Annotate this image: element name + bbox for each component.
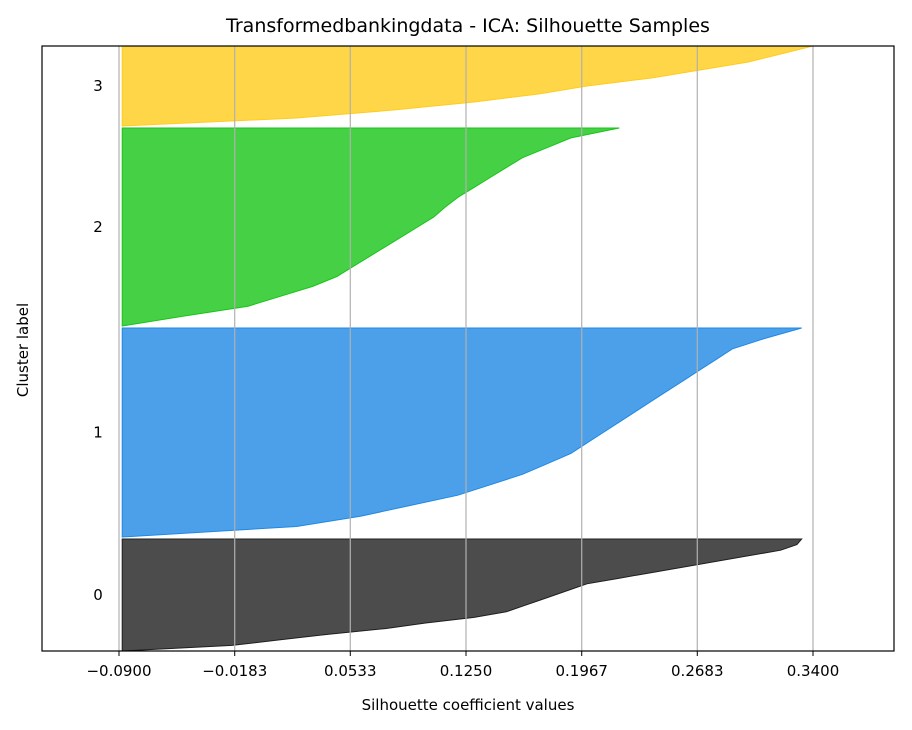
x-tick-label: −0.0183 [202, 662, 267, 680]
cluster-label-2: 2 [93, 218, 103, 236]
x-tick-label: 0.0533 [324, 662, 377, 680]
x-tick-label: 0.2683 [671, 662, 724, 680]
chart-title: Transformedbankingdata - ICA: Silhouette… [225, 15, 710, 37]
axes-frame [41, 45, 895, 652]
y-axis-label: Cluster label [14, 303, 32, 397]
x-ticks: −0.0900 −0.0183 0.0533 0.1250 0.1967 0.2683 0.… [86, 651, 839, 680]
x-tick-label: 0.3400 [787, 662, 840, 680]
gridlines [118, 46, 814, 651]
cluster-labels: 0 1 2 3 [93, 77, 103, 604]
x-tick-label: 0.1250 [440, 662, 493, 680]
cluster-label-0: 0 [93, 586, 103, 604]
plot-area [121, 45, 814, 652]
silhouette-area-cluster-0 [121, 538, 803, 652]
silhouette-area-cluster-1 [121, 327, 802, 538]
x-tick-label: −0.0900 [86, 662, 151, 680]
x-tick-label: 0.1967 [555, 662, 608, 680]
cluster-label-1: 1 [93, 424, 103, 442]
x-axis-label: Silhouette coefficient values [362, 696, 575, 714]
silhouette-area-cluster-2 [121, 127, 620, 327]
cluster-label-3: 3 [93, 77, 103, 95]
